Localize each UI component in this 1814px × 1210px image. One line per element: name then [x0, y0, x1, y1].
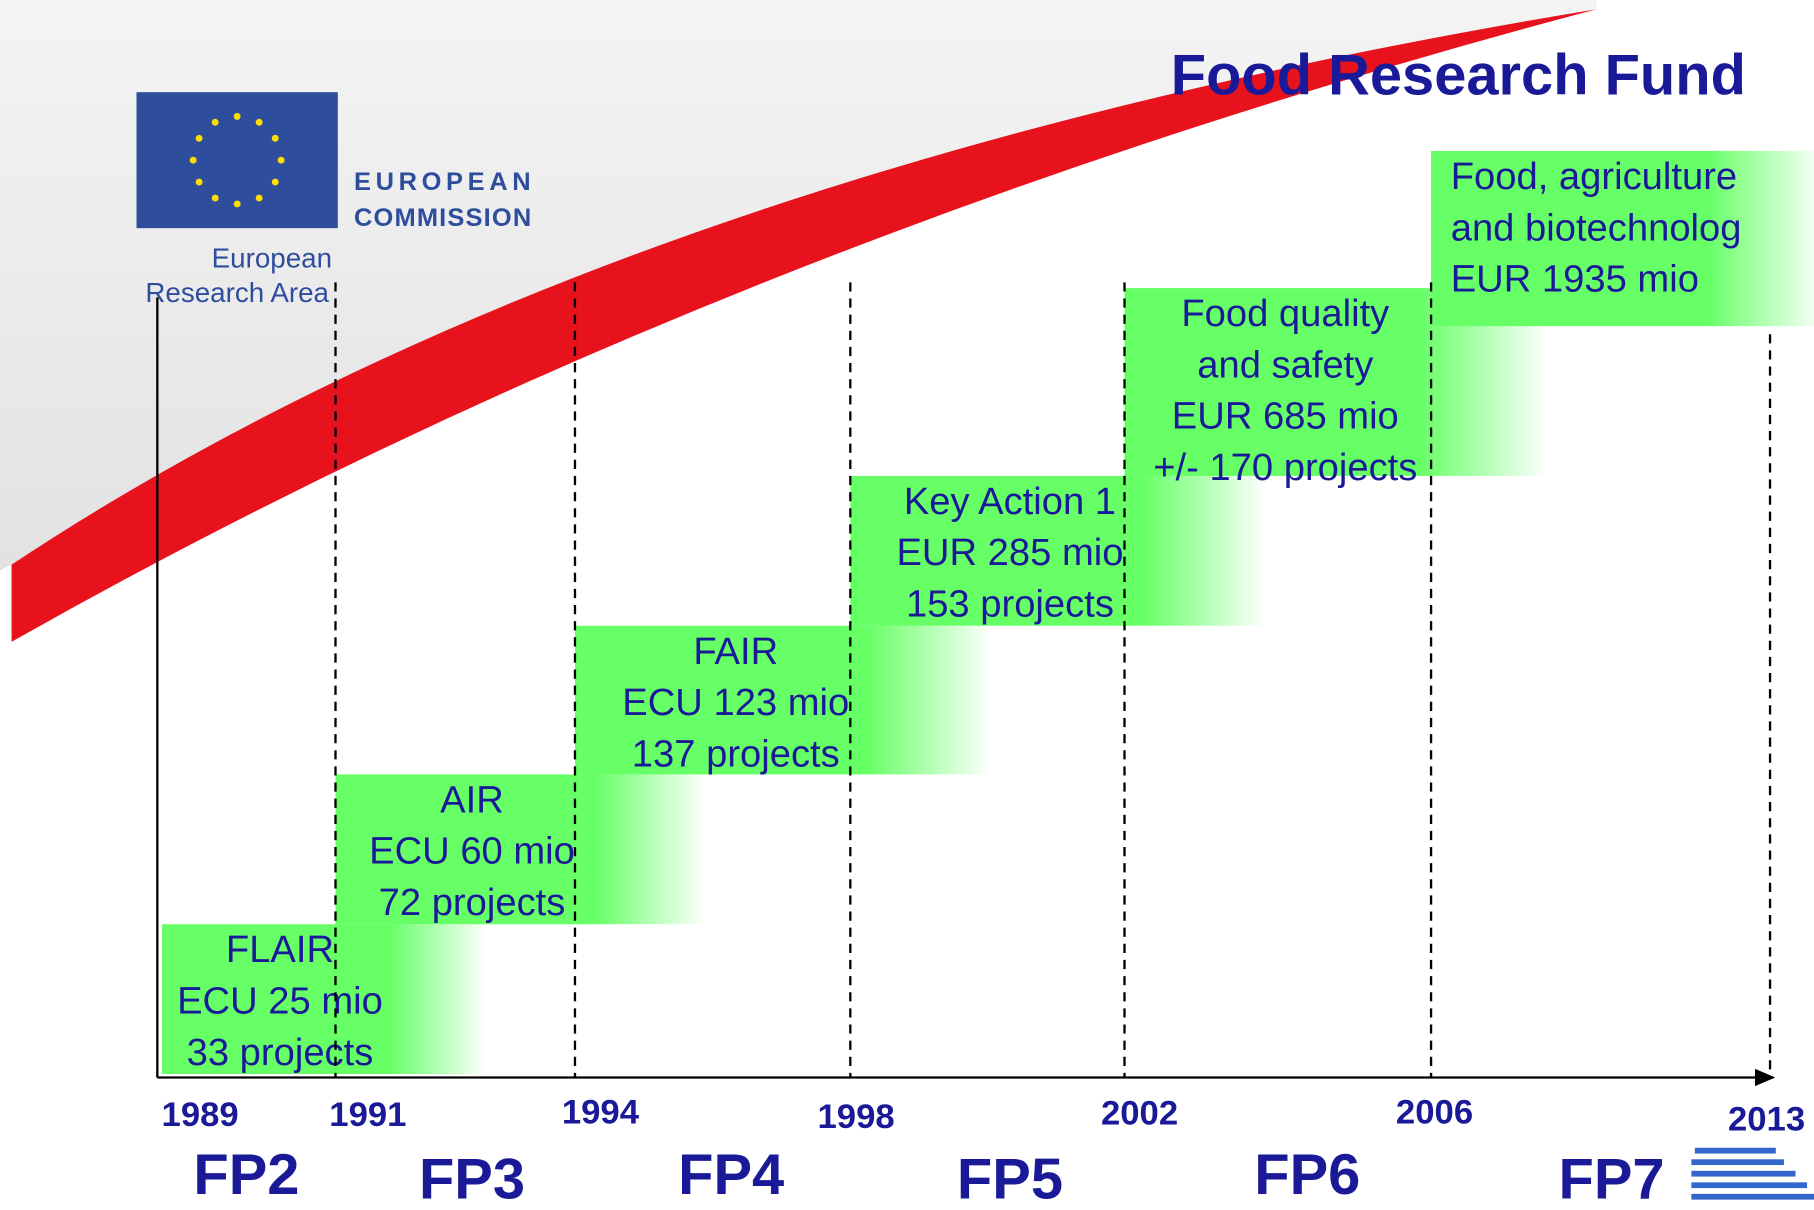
timeline-labels: 1989 1991 1994 1998 2002 2006 2013 FP2 FP3 FP4 FP5… [162, 1094, 1806, 1210]
eu-star [233, 112, 241, 120]
programme-text: FAIR [693, 631, 778, 673]
programme-text: and biotechnolog [1451, 207, 1742, 249]
programme-box [335, 774, 706, 925]
eu-star [189, 156, 197, 164]
logo-text: EUROPEAN [354, 168, 535, 196]
ec-logo: EUROPEAN COMMISSION European Research Ar… [136, 92, 535, 308]
eu-star [211, 194, 219, 202]
programme-text: ECU 60 mio [369, 831, 575, 873]
programme-text: +/- 170 projects [1153, 447, 1417, 489]
programme-text: 137 projects [632, 733, 840, 775]
eu-star [277, 156, 285, 164]
eu-stars [189, 112, 285, 208]
programme-text: EUR 685 mio [1172, 396, 1399, 438]
framework-label: FP3 [419, 1148, 525, 1210]
year-label: 2006 [1396, 1094, 1473, 1132]
eu-star [195, 134, 203, 142]
programme-text: 153 projects [906, 584, 1114, 626]
year-label: 2002 [1101, 1095, 1178, 1133]
programme-text: Food, agriculture [1451, 156, 1737, 198]
logo-text: Research Area [145, 277, 329, 308]
programme-text: Food quality [1181, 293, 1389, 335]
programme-box [1431, 150, 1814, 327]
eu-star [255, 118, 263, 126]
programme-text: 33 projects [187, 1032, 374, 1074]
eu-star [271, 178, 279, 186]
programme-text: EUR 1935 mio [1451, 259, 1699, 301]
eu-star [233, 200, 241, 208]
programme-text: and safety [1197, 344, 1373, 386]
programme-text: 72 projects [379, 882, 566, 924]
framework-label: FP5 [957, 1148, 1063, 1210]
programme-text: Key Action 1 [904, 481, 1116, 523]
framework-label: FP7 [1559, 1148, 1665, 1210]
programme-box [161, 924, 486, 1075]
programme-text: AIR [440, 779, 504, 821]
eu-star [255, 194, 263, 202]
programme-text: FLAIR [226, 929, 334, 971]
eu-star [211, 118, 219, 126]
year-label: 1998 [818, 1098, 895, 1136]
framework-label: FP2 [193, 1143, 299, 1207]
axis-arrow [1754, 1068, 1776, 1087]
background-swoosh [0, 0, 1597, 571]
eu-star [271, 134, 279, 142]
programme-text: ECU 123 mio [622, 682, 849, 724]
eu-star [195, 178, 203, 186]
eu-flag [136, 92, 338, 229]
programme-boxes: FLAIR ECU 25 mio 33 projects AIR ECU 60 mio 7… [161, 150, 1814, 1075]
programme-box [850, 475, 1267, 626]
year-label: 1991 [329, 1096, 406, 1134]
programme-text: EUR 285 mio [896, 532, 1123, 574]
year-label: 1994 [562, 1094, 640, 1132]
slide-title: Food Research Fund [1171, 44, 1746, 108]
fp7-icon [1691, 1147, 1814, 1200]
timeline [156, 282, 1776, 1087]
framework-label: FP6 [1254, 1143, 1360, 1207]
dividers [334, 282, 1772, 1078]
framework-label: FP4 [678, 1143, 784, 1207]
logo-text: European [212, 242, 332, 273]
programme-text: ECU 25 mio [177, 981, 383, 1023]
year-label: 1989 [162, 1096, 239, 1134]
logo-text: COMMISSION [354, 204, 532, 232]
year-label: 2013 [1728, 1101, 1805, 1139]
programme-box [574, 625, 992, 775]
